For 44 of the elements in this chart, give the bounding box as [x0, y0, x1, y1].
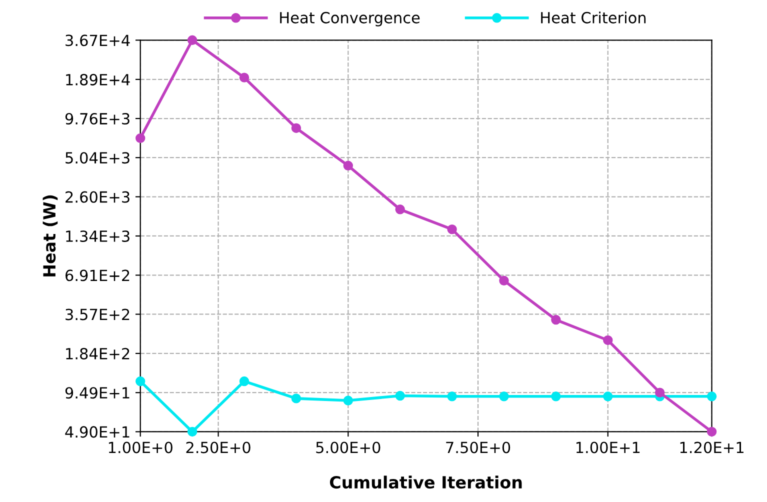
- point: [551, 314, 561, 325]
- point: [187, 35, 198, 46]
- y-tick-label: 6.91E+2: [66, 270, 130, 282]
- point: [603, 392, 613, 402]
- legend-label: Heat Criterion: [541, 12, 646, 24]
- y-tick-label: 9.49E+1: [65, 387, 130, 399]
- y-tick-label: 1.89E+4: [66, 74, 130, 86]
- x-tick-label: 1.00E+0: [108, 442, 172, 454]
- point: [239, 376, 250, 386]
- y-tick-label: 5.04E+3: [66, 152, 130, 164]
- y-tick-label: 3.57E+2: [66, 308, 130, 320]
- y-tick-label: 3.67E+4: [66, 34, 130, 46]
- x-tick-label: 1.20E+1: [680, 442, 744, 454]
- x-tick-label: 7.50E+0: [446, 442, 510, 454]
- point: [603, 335, 613, 346]
- point: [395, 204, 405, 214]
- point: [499, 392, 509, 402]
- point: [239, 72, 250, 82]
- point: [654, 388, 665, 398]
- y-tick-label: 2.60E+3: [66, 191, 130, 203]
- point: [395, 390, 405, 401]
- point: [499, 276, 509, 286]
- x-tick-label: 1.00E+1: [576, 442, 640, 454]
- x-axis-title: Cumulative Iteration: [330, 476, 522, 489]
- point: [136, 376, 146, 386]
- point: [447, 392, 457, 402]
- point: [706, 392, 717, 402]
- point: [136, 133, 146, 144]
- x-tick-label: 2.50E+0: [186, 442, 250, 454]
- point: [187, 426, 198, 437]
- point: [447, 224, 457, 234]
- y-tick-label: 4.90E+1: [65, 426, 130, 438]
- point: [551, 392, 561, 402]
- point: [291, 123, 302, 133]
- legend-label: Heat Convergence: [280, 12, 420, 26]
- y-tick-label: 1.34E+3: [66, 230, 130, 242]
- y-tick-label: 1.84E+2: [66, 348, 130, 360]
- point: [343, 396, 354, 406]
- point: [706, 426, 717, 437]
- point: [343, 160, 354, 171]
- x-tick-label: 5.00E+0: [316, 442, 380, 454]
- point: [291, 394, 302, 404]
- y-axis-title: Heat (W): [42, 195, 58, 276]
- y-tick-label: 9.76E+3: [65, 112, 130, 125]
